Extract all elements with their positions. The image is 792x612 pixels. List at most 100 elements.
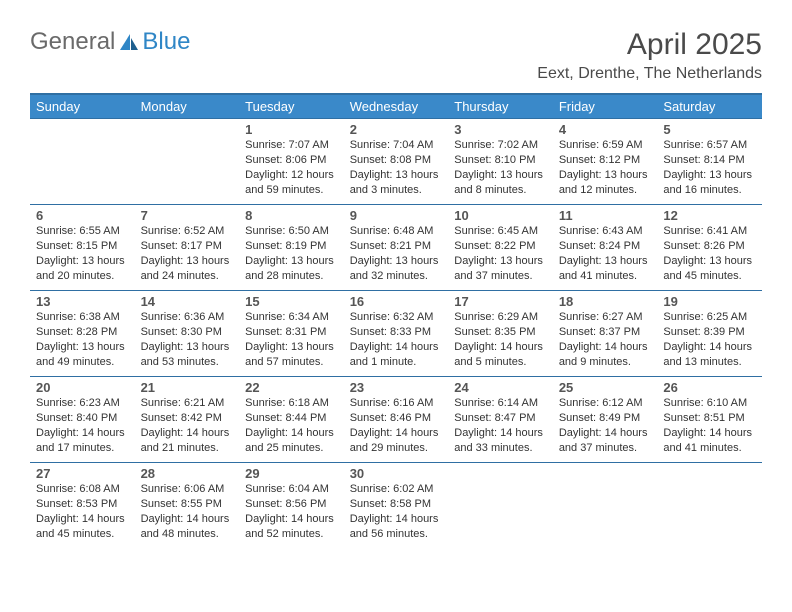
calendar-day-cell: 14Sunrise: 6:36 AMSunset: 8:30 PMDayligh…	[135, 291, 240, 377]
day-ss-line: Sunset: 8:15 PM	[36, 239, 129, 254]
day-sun-info: Sunrise: 6:21 AMSunset: 8:42 PMDaylight:…	[141, 396, 234, 455]
logo-sail-icon	[118, 32, 140, 52]
day-sr-line: Sunrise: 6:18 AM	[245, 396, 338, 411]
day-ss-line: Sunset: 8:40 PM	[36, 411, 129, 426]
day-ss-line: Sunset: 8:19 PM	[245, 239, 338, 254]
day-ss-line: Sunset: 8:44 PM	[245, 411, 338, 426]
calendar-day-cell	[657, 463, 762, 549]
day-dl1-line: Daylight: 14 hours	[36, 512, 129, 527]
calendar-day-cell: 2Sunrise: 7:04 AMSunset: 8:08 PMDaylight…	[344, 119, 449, 205]
day-dl2-line: and 12 minutes.	[559, 183, 652, 198]
calendar-day-cell: 18Sunrise: 6:27 AMSunset: 8:37 PMDayligh…	[553, 291, 658, 377]
calendar-day-cell: 15Sunrise: 6:34 AMSunset: 8:31 PMDayligh…	[239, 291, 344, 377]
day-ss-line: Sunset: 8:08 PM	[350, 153, 443, 168]
day-dl1-line: Daylight: 14 hours	[141, 512, 234, 527]
day-number: 29	[245, 466, 338, 481]
day-number: 25	[559, 380, 652, 395]
day-ss-line: Sunset: 8:37 PM	[559, 325, 652, 340]
day-sun-info: Sunrise: 6:57 AMSunset: 8:14 PMDaylight:…	[663, 138, 756, 197]
day-dl1-line: Daylight: 14 hours	[350, 512, 443, 527]
location-text: Eext, Drenthe, The Netherlands	[537, 65, 762, 83]
day-ss-line: Sunset: 8:58 PM	[350, 497, 443, 512]
day-number: 6	[36, 208, 129, 223]
calendar-week-row: 20Sunrise: 6:23 AMSunset: 8:40 PM Dayligh…	[30, 377, 762, 463]
day-number: 17	[454, 294, 547, 309]
day-ss-line: Sunset: 8:10 PM	[454, 153, 547, 168]
day-dl2-line: and 13 minutes.	[663, 355, 756, 370]
day-dl1-line: Daylight: 13 hours	[141, 340, 234, 355]
day-dl2-line: and 32 minutes.	[350, 269, 443, 284]
day-sr-line: Sunrise: 6:50 AM	[245, 224, 338, 239]
page-title: April 2025	[537, 28, 762, 61]
day-ss-line: Sunset: 8:31 PM	[245, 325, 338, 340]
day-number: 5	[663, 122, 756, 137]
day-sr-line: Sunrise: 6:23 AM	[36, 396, 129, 411]
calendar-day-cell: 29Sunrise: 6:04 AMSunset: 8:56 PMDayligh…	[239, 463, 344, 549]
calendar-day-cell: 28Sunrise: 6:06 AMSunset: 8:55 PMDayligh…	[135, 463, 240, 549]
calendar-day-cell: 16Sunrise: 6:32 AMSunset: 8:33 PMDayligh…	[344, 291, 449, 377]
calendar-day-cell: 10Sunrise: 6:45 AMSunset: 8:22 PMDayligh…	[448, 205, 553, 291]
day-sun-info: Sunrise: 7:02 AMSunset: 8:10 PMDaylight:…	[454, 138, 547, 197]
weekday-header: Wednesday	[344, 94, 449, 119]
day-ss-line: Sunset: 8:24 PM	[559, 239, 652, 254]
day-sr-line: Sunrise: 6:55 AM	[36, 224, 129, 239]
day-sr-line: Sunrise: 6:27 AM	[559, 310, 652, 325]
day-dl1-line: Daylight: 14 hours	[559, 426, 652, 441]
day-dl2-line: and 49 minutes.	[36, 355, 129, 370]
calendar-day-cell: 9Sunrise: 6:48 AMSunset: 8:21 PMDaylight…	[344, 205, 449, 291]
calendar-day-cell	[30, 119, 135, 205]
day-ss-line: Sunset: 8:46 PM	[350, 411, 443, 426]
calendar-day-cell: 1Sunrise: 7:07 AMSunset: 8:06 PMDaylight…	[239, 119, 344, 205]
day-number: 16	[350, 294, 443, 309]
calendar-week-row: 1Sunrise: 7:07 AMSunset: 8:06 PMDaylight…	[30, 119, 762, 205]
day-dl2-line: and 59 minutes.	[245, 183, 338, 198]
topbar: General Blue April 2025 Eext, Drenthe, T…	[30, 28, 762, 83]
day-sun-info: Sunrise: 6:18 AMSunset: 8:44 PMDaylight:…	[245, 396, 338, 455]
day-dl1-line: Daylight: 13 hours	[559, 254, 652, 269]
day-sr-line: Sunrise: 7:02 AM	[454, 138, 547, 153]
day-sr-line: Sunrise: 6:41 AM	[663, 224, 756, 239]
calendar-day-cell: 26Sunrise: 6:10 AMSunset: 8:51 PMDayligh…	[657, 377, 762, 463]
day-sr-line: Sunrise: 6:02 AM	[350, 482, 443, 497]
day-number: 20	[36, 380, 129, 395]
day-number: 24	[454, 380, 547, 395]
weekday-header: Saturday	[657, 94, 762, 119]
day-dl1-line: Daylight: 13 hours	[350, 168, 443, 183]
calendar-day-cell: 30Sunrise: 6:02 AMSunset: 8:58 PMDayligh…	[344, 463, 449, 549]
day-sr-line: Sunrise: 6:29 AM	[454, 310, 547, 325]
day-number: 3	[454, 122, 547, 137]
day-ss-line: Sunset: 8:12 PM	[559, 153, 652, 168]
day-dl2-line: and 9 minutes.	[559, 355, 652, 370]
day-number: 18	[559, 294, 652, 309]
day-dl1-line: Daylight: 13 hours	[350, 254, 443, 269]
calendar-day-cell: 21Sunrise: 6:21 AMSunset: 8:42 PMDayligh…	[135, 377, 240, 463]
calendar-week-row: 6Sunrise: 6:55 AMSunset: 8:15 PM Daylight…	[30, 205, 762, 291]
day-number: 12	[663, 208, 756, 223]
calendar-day-cell: 23Sunrise: 6:16 AMSunset: 8:46 PMDayligh…	[344, 377, 449, 463]
day-sun-info: Sunrise: 6:36 AMSunset: 8:30 PMDaylight:…	[141, 310, 234, 369]
day-ss-line: Sunset: 8:47 PM	[454, 411, 547, 426]
day-dl2-line: and 8 minutes.	[454, 183, 547, 198]
day-dl1-line: Daylight: 13 hours	[663, 168, 756, 183]
day-ss-line: Sunset: 8:53 PM	[36, 497, 129, 512]
day-sun-info: Sunrise: 6:16 AMSunset: 8:46 PMDaylight:…	[350, 396, 443, 455]
day-number: 27	[36, 466, 129, 481]
day-sun-info: Sunrise: 6:27 AMSunset: 8:37 PMDaylight:…	[559, 310, 652, 369]
day-sun-info: Sunrise: 6:34 AMSunset: 8:31 PMDaylight:…	[245, 310, 338, 369]
day-dl2-line: and 41 minutes.	[559, 269, 652, 284]
day-dl2-line: and 45 minutes.	[36, 527, 129, 542]
logo-text-blue: Blue	[142, 28, 190, 56]
calendar-page: General Blue April 2025 Eext, Drenthe, T…	[0, 0, 792, 569]
day-dl2-line: and 41 minutes.	[663, 441, 756, 456]
day-dl2-line: and 57 minutes.	[245, 355, 338, 370]
day-sun-info: Sunrise: 6:08 AMSunset: 8:53 PMDaylight:…	[36, 482, 129, 541]
day-sr-line: Sunrise: 6:04 AM	[245, 482, 338, 497]
weekday-header: Thursday	[448, 94, 553, 119]
day-dl1-line: Daylight: 14 hours	[141, 426, 234, 441]
day-sr-line: Sunrise: 6:34 AM	[245, 310, 338, 325]
logo: General Blue	[30, 28, 190, 56]
day-number: 8	[245, 208, 338, 223]
day-ss-line: Sunset: 8:26 PM	[663, 239, 756, 254]
day-number: 2	[350, 122, 443, 137]
calendar-day-cell: 8Sunrise: 6:50 AMSunset: 8:19 PMDaylight…	[239, 205, 344, 291]
